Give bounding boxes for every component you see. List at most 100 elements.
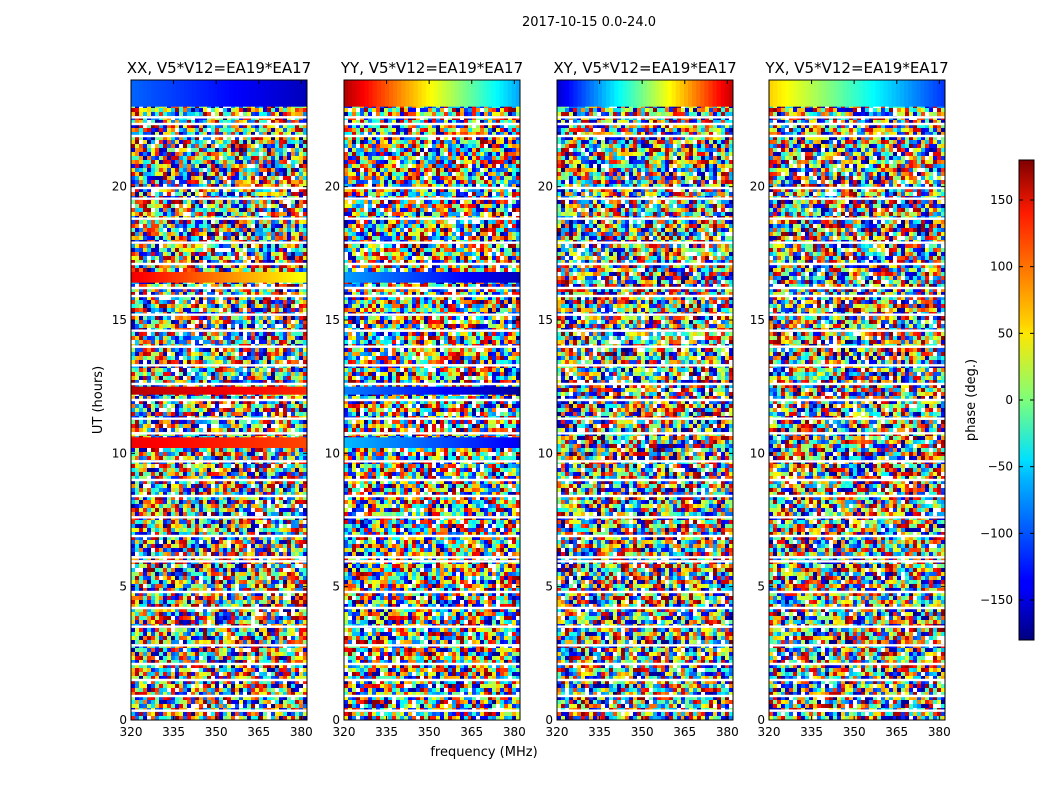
phase-cell	[159, 172, 163, 176]
phase-cell	[239, 544, 243, 548]
phase-cell	[159, 508, 163, 512]
phase-cell	[231, 476, 235, 480]
phase-cell	[143, 260, 147, 264]
phase-cell	[235, 256, 239, 260]
phase-cell	[251, 180, 255, 184]
phase-cell	[195, 540, 199, 544]
phase-cell	[163, 428, 167, 432]
phase-cell	[215, 376, 219, 380]
phase-cell	[279, 492, 283, 496]
phase-cell	[211, 320, 215, 324]
phase-cell	[155, 452, 159, 456]
phase-cell	[191, 212, 195, 216]
phase-cell	[255, 424, 259, 428]
phase-cell	[291, 228, 295, 232]
phase-cell	[199, 172, 203, 176]
phase-cell	[203, 368, 207, 372]
phase-cell	[235, 536, 239, 540]
phase-cell	[199, 156, 203, 160]
phase-cell	[239, 208, 243, 212]
phase-cell	[267, 316, 271, 320]
phase-cell	[219, 144, 223, 148]
phase-cell	[247, 296, 251, 300]
phase-cell	[255, 292, 259, 296]
phase-cell	[287, 428, 291, 432]
phase-cell	[163, 360, 167, 364]
phase-cell	[259, 204, 263, 208]
phase-cell	[187, 532, 191, 536]
phase-cell	[191, 532, 195, 536]
phase-cell	[211, 248, 215, 252]
phase-cell	[299, 504, 303, 508]
phase-cell	[279, 180, 283, 184]
phase-cell	[155, 340, 159, 344]
phase-cell	[139, 540, 143, 544]
phase-cell	[303, 548, 307, 552]
phase-cell	[239, 396, 243, 400]
phase-cell	[135, 156, 139, 160]
phase-cell	[299, 480, 303, 484]
phase-cell	[131, 184, 135, 188]
phase-cell	[207, 252, 211, 256]
phase-cell	[183, 292, 187, 296]
phase-cell	[239, 172, 243, 176]
phase-cell	[235, 228, 239, 232]
phase-cell	[147, 168, 151, 172]
phase-cell	[223, 232, 227, 236]
phase-cell	[131, 548, 135, 552]
phase-cell	[163, 160, 167, 164]
phase-cell	[271, 528, 275, 532]
phase-cell	[143, 188, 147, 192]
phase-cell	[163, 564, 167, 568]
phase-cell	[283, 224, 287, 228]
phase-cell	[299, 408, 303, 412]
phase-cell	[155, 356, 159, 360]
phase-cell	[267, 152, 271, 156]
phase-cell	[247, 264, 251, 268]
phase-cell	[223, 396, 227, 400]
phase-cell	[199, 264, 203, 268]
phase-cell	[183, 224, 187, 228]
phase-cell	[191, 160, 195, 164]
phase-cell	[163, 552, 167, 556]
phase-cell	[159, 476, 163, 480]
phase-cell	[155, 360, 159, 364]
phase-cell	[191, 500, 195, 504]
phase-cell	[131, 160, 135, 164]
phase-cell	[131, 336, 135, 340]
phase-cell	[291, 408, 295, 412]
phase-cell	[211, 552, 215, 556]
phase-cell	[295, 316, 299, 320]
phase-cell	[151, 552, 155, 556]
phase-cell	[175, 352, 179, 356]
phase-cell	[243, 400, 247, 404]
phase-cell	[235, 336, 239, 340]
phase-cell	[135, 124, 139, 128]
phase-cell	[287, 336, 291, 340]
phase-cell	[275, 360, 279, 364]
phase-cell	[135, 428, 139, 432]
phase-cell	[171, 372, 175, 376]
phase-cell	[247, 220, 251, 224]
phase-cell	[239, 380, 243, 384]
phase-cell	[219, 504, 223, 508]
phase-cell	[131, 308, 135, 312]
phase-cell	[211, 252, 215, 256]
phase-cell	[295, 408, 299, 412]
phase-cell	[187, 376, 191, 380]
phase-cell	[235, 532, 239, 536]
phase-cell	[283, 300, 287, 304]
phase-cell	[151, 352, 155, 356]
phase-cell	[263, 536, 267, 540]
phase-cell	[211, 452, 215, 456]
phase-cell	[207, 472, 211, 476]
phase-cell	[175, 112, 179, 116]
phase-cell	[239, 164, 243, 168]
phase-cell	[147, 284, 151, 288]
phase-cell	[195, 200, 199, 204]
phase-cell	[275, 256, 279, 260]
phase-cell	[287, 172, 291, 176]
phase-cell	[207, 264, 211, 268]
phase-cell	[183, 124, 187, 128]
phase-cell	[195, 172, 199, 176]
